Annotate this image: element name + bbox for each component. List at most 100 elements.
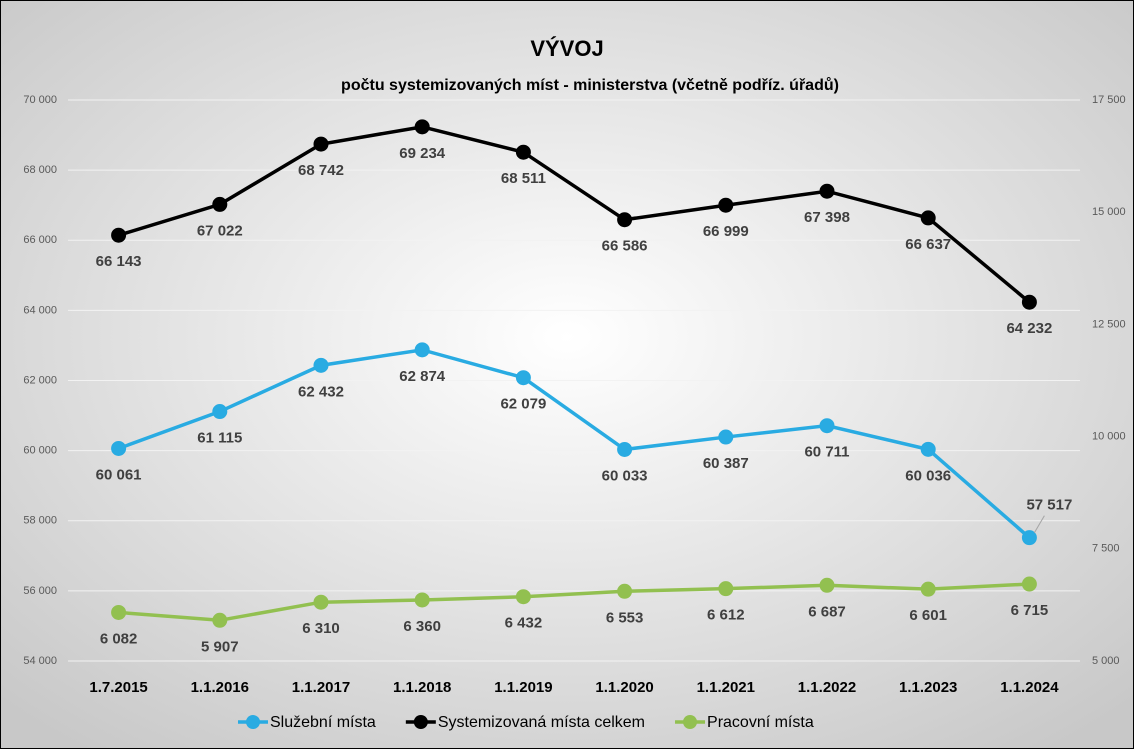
x-tick-label: 1.1.2024 [1000,679,1059,696]
x-tick-label: 1.1.2021 [697,679,755,696]
data-label: 68 742 [298,162,344,179]
data-point [920,210,936,226]
data-point [819,577,835,593]
data-point [1021,530,1037,546]
data-label: 60 061 [96,466,142,483]
legend-marker [683,715,698,729]
data-label: 62 079 [500,396,546,413]
data-label: 62 432 [298,383,344,400]
data-point [313,136,329,152]
data-point [617,441,633,457]
data-point [617,212,633,228]
y2-tick-label: 15 000 [1092,206,1126,218]
y2-tick-label: 12 500 [1092,318,1126,330]
data-label: 67 398 [804,209,850,226]
data-point [212,404,228,420]
series-line [118,582,1030,623]
data-point [819,183,835,199]
data-point [414,119,430,135]
data-point [718,197,734,213]
data-point [617,583,633,599]
data-point [313,594,329,610]
data-point [111,440,127,456]
data-point [819,418,835,434]
data-label: 6 687 [808,603,846,620]
data-point [111,604,127,620]
data-point [313,357,329,373]
x-tick-label: 1.1.2017 [292,679,350,696]
y-tick-label: 66 000 [23,234,57,246]
data-label: 60 033 [602,467,648,484]
series-line [118,125,1031,304]
data-label: 6 553 [606,609,644,626]
x-tick-label: 1.1.2016 [191,679,249,696]
data-point [920,581,936,597]
legend-marker [413,715,428,729]
data-point [1021,576,1037,592]
data-point [515,370,531,386]
data-label: 6 601 [909,607,947,624]
legend-label: Pracovní místa [707,714,814,731]
data-label: 64 232 [1006,320,1052,337]
x-tick-label: 1.1.2018 [393,679,451,696]
legend-label: Služební místa [270,714,376,731]
y2-tick-label: 5 000 [1092,655,1120,667]
data-point [718,429,734,445]
data-label: 6 715 [1011,602,1049,619]
y-tick-label: 58 000 [23,515,57,527]
y-tick-label: 70 000 [23,94,57,106]
y2-tick-label: 17 500 [1092,94,1126,106]
y-tick-label: 64 000 [23,304,57,316]
y-tick-label: 68 000 [23,164,57,176]
data-label: 66 586 [602,238,648,255]
data-label: 6 612 [707,607,745,624]
grid [68,99,1080,662]
x-tick-label: 1.7.2015 [89,679,147,696]
series-line [117,348,1031,540]
data-label: 69 234 [399,145,446,162]
data-point [212,612,228,628]
data-point [111,227,127,243]
data-point [212,196,228,212]
data-label: 5 907 [201,638,239,655]
x-tick-label: 1.1.2019 [494,679,552,696]
y-tick-label: 62 000 [23,374,57,386]
plot: 60 061 61 115 62 432 62 874 62 079 60 033 60 3… [96,119,1072,655]
data-point [515,144,531,160]
data-point [920,441,936,457]
data-label: 68 511 [501,170,546,187]
legend-marker [246,715,260,729]
leader-line [1033,515,1045,533]
data-label: 66 637 [905,236,951,253]
y2-tick-label: 10 000 [1092,431,1126,443]
y-tick-label: 60 000 [23,445,57,457]
data-label: 6 360 [403,618,441,635]
data-label: 66 143 [96,253,142,270]
data-label: 66 999 [703,223,749,240]
data-label: 61 115 [197,429,242,446]
chart-title: VÝVOJ [530,36,603,61]
data-point [414,592,430,608]
x-tick-label: 1.1.2020 [595,679,653,696]
data-label: 67 022 [197,222,243,239]
data-point [515,589,531,605]
x-tick-label: 1.1.2023 [899,679,957,696]
data-point [414,342,430,358]
data-label: 60 036 [905,467,951,484]
data-label: 6 432 [505,615,543,632]
data-label: 60 711 [804,444,849,461]
y-tick-label: 54 000 [23,655,57,667]
y-tick-label: 56 000 [23,585,57,597]
chart-subtitle: počtu systemizovaných míst - ministerstv… [341,77,839,94]
data-point [718,581,734,597]
data-label: 6 310 [302,620,340,637]
x-tick-label: 1.1.2022 [798,679,856,696]
y2-tick-label: 7 500 [1092,543,1120,555]
data-label: 60 387 [703,455,749,472]
legend-label: Systemizovaná místa celkem [438,714,645,731]
data-point [1021,294,1037,310]
data-label: 57 517 [1026,497,1072,514]
data-label: 6 082 [100,630,138,647]
